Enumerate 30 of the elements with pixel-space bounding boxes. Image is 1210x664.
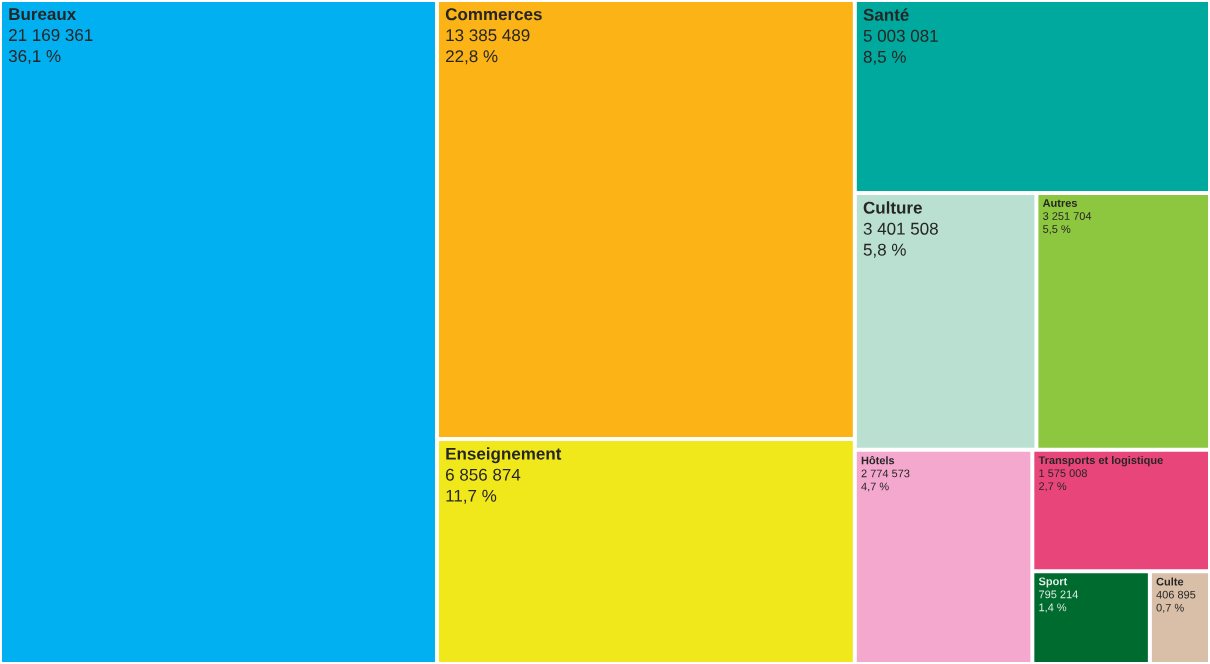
text: 8,5 % [863,50,906,65]
category-label: Enseignement [446,447,562,464]
category-label: Commerces [445,8,542,21]
data-label: 5 003 081 [863,29,938,42]
text: 4,7 % [861,482,889,492]
category-label: Culte [1156,577,1184,586]
data-label: 13 385 489 [446,29,530,42]
text: 22,8 % [446,50,498,65]
data-label: 3 401 508 [863,222,938,235]
text: 36,1 % [8,50,61,65]
category-label: Sport [1038,577,1068,588]
category-label: Santé [863,8,909,21]
data-label: 3 251 704 [1043,212,1092,220]
category-label: Hôtels [861,455,895,465]
data-label: 406 895 [1156,590,1196,599]
data-label: 2 774 573 [861,469,910,478]
text: 11,7 % [446,489,497,504]
text: 5,5 % [1043,225,1071,235]
text: 1,4 % [1039,603,1067,613]
text: 5,8 % [863,243,906,258]
category-label: Transports et logistique [1038,455,1163,467]
text: 2,7 % [1039,482,1067,492]
data-label: 795 214 [1039,590,1078,599]
category-label: Autres [1042,199,1077,207]
category-label: Bureaux [9,8,77,21]
text: 0,7 % [1156,603,1184,613]
data-label: 6 856 874 [446,468,521,481]
data-label: 21 169 361 [9,29,93,42]
data-label: 1 575 008 [1039,469,1087,478]
category-label: Culture [863,201,922,214]
